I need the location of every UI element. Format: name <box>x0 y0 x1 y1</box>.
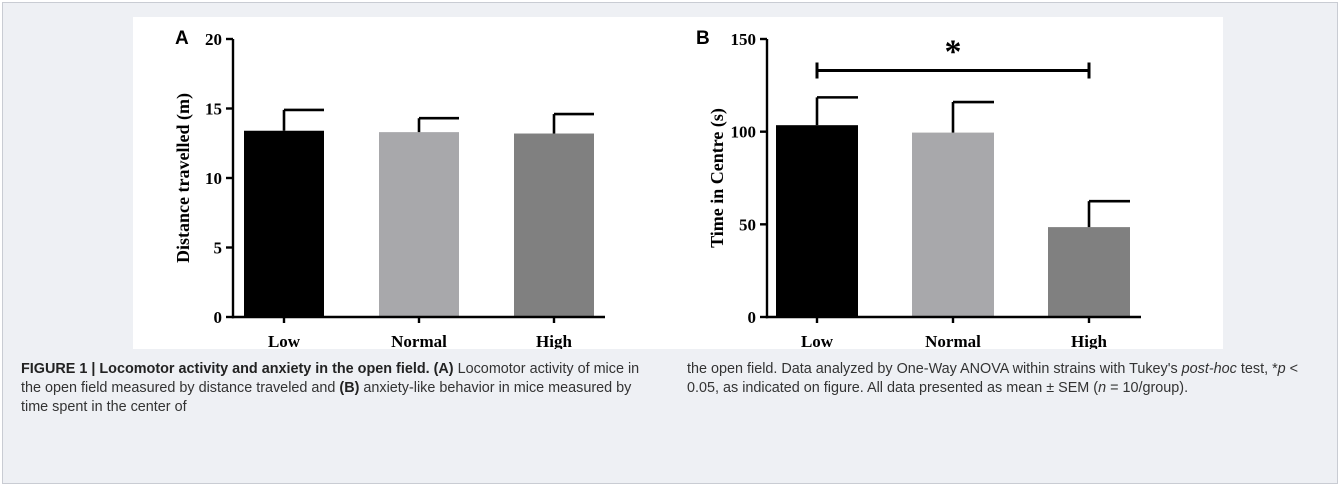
caption-ref-b: (B) <box>339 380 360 396</box>
panel-b-ytick-label-1: 50 <box>739 215 756 234</box>
panel-a-xtick-3-line1: High <box>536 332 572 349</box>
panel-b-xtick-3-line1: High <box>1071 332 1107 349</box>
caption-text-1: Locomotor activity of mice in the open f… <box>21 361 640 396</box>
panel-b-ytick-label-2: 100 <box>731 123 757 142</box>
caption-p: p <box>1277 361 1286 377</box>
panel-a-ylabel: Distance travelled (m) <box>173 93 194 263</box>
panel-a-bar-3 <box>514 133 594 317</box>
panel-a-xtick-2-line1: Normal <box>391 332 447 349</box>
panel-a-ytick-label-0: 0 <box>214 308 223 327</box>
panel-b-xtick-2-line1: Normal <box>925 332 981 349</box>
figure-caption-part1: FIGURE 1 | Locomotor activity and anxiet… <box>21 360 661 417</box>
panel-a-label: A <box>175 28 189 49</box>
caption-ref-a: (A) <box>433 361 454 377</box>
panel-a-bar-1 <box>244 130 324 317</box>
caption-posthoc: post-hoc <box>1181 361 1237 377</box>
panel-b-ytick-label-0: 0 <box>748 308 757 327</box>
caption-heading: FIGURE 1 | Locomotor activity and anxiet… <box>21 361 430 377</box>
caption-text-3: test, * <box>1236 361 1278 377</box>
panel-b-label: B <box>696 28 710 49</box>
panel-b-bar-1 <box>776 125 858 318</box>
caption-text-4: < 0.05, as indicated on figure. All data… <box>687 361 1299 396</box>
panel-b-ytick-label-3: 150 <box>731 30 757 49</box>
panel-a-ytick-label-2: 10 <box>205 169 222 188</box>
panel-a-ytick-label-3: 15 <box>205 100 222 119</box>
panel-a-xtick-1-line1: Low <box>268 332 301 349</box>
panel-a-ytick-label-1: 5 <box>214 239 223 258</box>
panel-a-bar-2 <box>379 132 459 317</box>
panel-b-bar-3 <box>1048 227 1130 317</box>
caption-text-2a: anxiety-like behavior in mice measured b… <box>21 380 632 415</box>
panel-b-ylabel: Time in Centre (s) <box>707 108 728 248</box>
panel-a-ytick-label-4: 20 <box>205 30 222 49</box>
caption-text-2b: the open field. Data analyzed by One-Way… <box>687 361 1182 377</box>
panel-b-sig-label-0: * <box>945 34 962 71</box>
caption-n: n <box>1098 380 1107 396</box>
panel-b-bar-2 <box>912 132 994 317</box>
figure-caption-part2: the open field. Data analyzed by One-Way… <box>687 360 1327 398</box>
caption-text-5: = 10/group). <box>1106 380 1189 396</box>
panel-b-xtick-1-line1: Low <box>801 332 834 349</box>
